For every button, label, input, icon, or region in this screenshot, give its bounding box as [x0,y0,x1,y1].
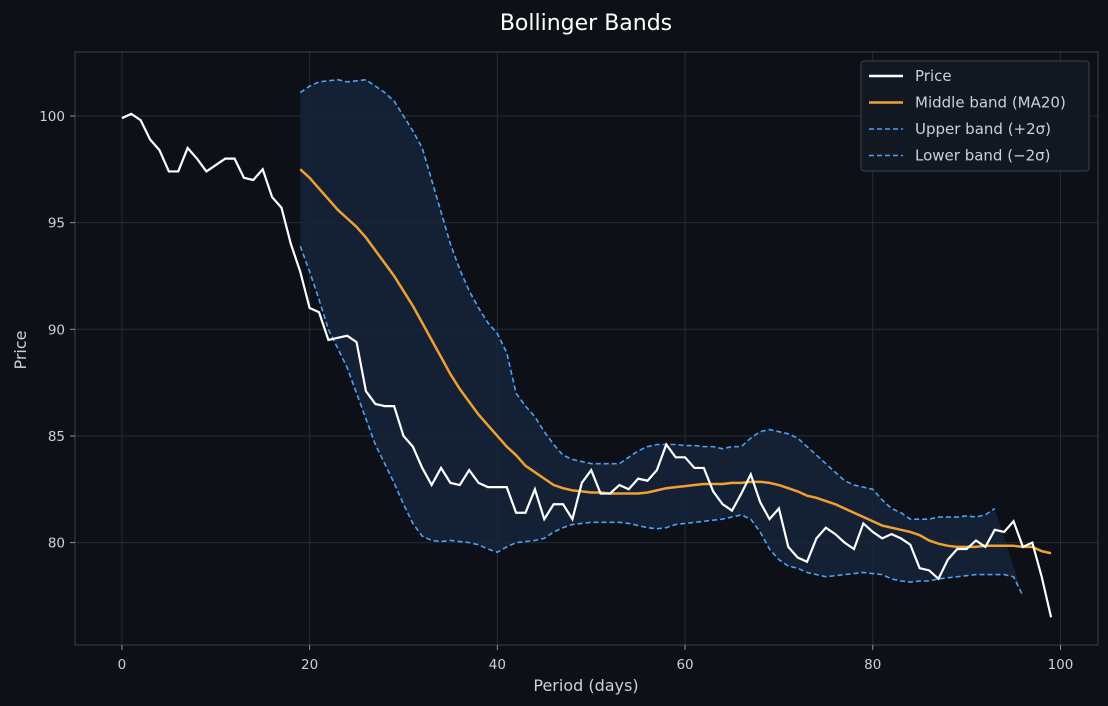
plot-frame [74,51,1099,646]
y-tick-label: 85 [48,429,65,445]
y-tick-label: 90 [48,322,65,338]
legend-label: Upper band (+2σ) [915,120,1051,138]
x-tick-label: 40 [489,657,506,673]
y-tick-label: 80 [48,536,65,552]
chart-title: Bollinger Bands [500,11,672,36]
y-tick-label: 95 [48,216,65,232]
x-tick-label: 0 [118,657,127,673]
price-line [121,112,1053,618]
x-tick-label: 100 [1048,657,1074,673]
band-fill-area [300,79,1023,596]
x-axis-ticks: 0 20 40 60 80 100 [118,645,1074,673]
x-tick-label: 20 [301,657,318,673]
legend-box [860,60,1090,172]
legend-label: Middle band (MA20) [915,94,1066,112]
band-fill [300,79,1023,596]
series-lines [121,78,1053,618]
y-axis-ticks: 80 85 90 95 100 [39,109,75,552]
y-tick-label: 100 [39,109,65,125]
upper-band-line [299,78,996,520]
middle-band-line [299,168,1052,555]
x-axis-label: Period (days) [533,676,638,695]
legend: Price Middle band (MA20) Upper band (+2σ) L… [860,60,1090,172]
legend-label: Price [915,67,952,85]
y-axis-label: Price [11,330,30,369]
lower-band-line [299,245,1024,597]
legend-label: Lower band (−2σ) [915,147,1051,165]
x-tick-label: 60 [676,657,693,673]
x-tick-label: 80 [864,657,881,673]
